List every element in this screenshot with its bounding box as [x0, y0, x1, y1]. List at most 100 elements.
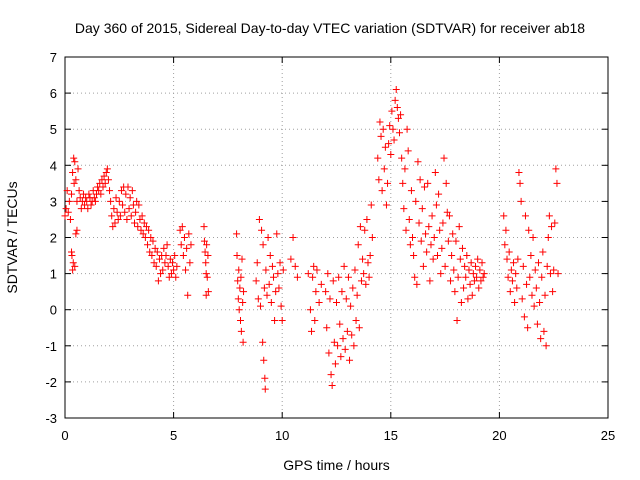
data-point [376, 118, 384, 126]
data-point [119, 201, 127, 209]
data-point [171, 252, 179, 260]
data-point [333, 298, 340, 306]
data-point [124, 183, 132, 191]
data-point [270, 273, 278, 281]
data-point [520, 313, 528, 321]
data-point [463, 252, 471, 260]
data-point [429, 255, 437, 263]
x-tick-label: 25 [601, 428, 615, 443]
data-point [445, 212, 453, 220]
data-point [524, 324, 532, 332]
data-point [179, 252, 187, 260]
data-point [442, 179, 450, 187]
data-point [443, 208, 451, 216]
data-point [312, 288, 320, 296]
data-point [235, 306, 243, 314]
data-point [69, 266, 77, 274]
data-point [148, 252, 156, 260]
y-tick-label: 4 [50, 158, 57, 173]
data-point [414, 158, 422, 166]
data-point [512, 270, 520, 278]
data-point [384, 179, 392, 187]
y-tick-label: -2 [45, 375, 57, 390]
data-point [95, 187, 103, 195]
data-point [259, 241, 267, 249]
data-point [398, 154, 406, 162]
data-point [256, 302, 264, 310]
data-point [387, 150, 395, 158]
data-point [400, 205, 408, 213]
data-point [113, 208, 121, 216]
data-point [121, 208, 129, 216]
data-point [135, 201, 143, 209]
data-point [542, 342, 550, 350]
data-point [395, 129, 403, 137]
data-point [309, 273, 317, 281]
data-point [111, 219, 119, 227]
y-tick-label: 6 [50, 86, 57, 101]
data-point [454, 273, 462, 281]
data-point [530, 302, 538, 310]
data-point [165, 273, 173, 281]
data-point [528, 291, 536, 299]
data-point [507, 266, 515, 274]
data-point [277, 302, 285, 310]
data-point [393, 104, 401, 112]
data-point [453, 317, 461, 325]
data-point [539, 248, 547, 256]
data-point [77, 205, 85, 213]
data-point [236, 317, 244, 325]
data-point [380, 165, 388, 173]
data-point [405, 215, 413, 223]
data-point [457, 298, 465, 306]
data-point [336, 320, 344, 328]
data-point [351, 266, 359, 274]
data-point [444, 237, 452, 245]
data-point [146, 248, 154, 256]
chart-title: Day 360 of 2015, Sidereal Day-to-day VTE… [75, 20, 585, 36]
data-point [275, 284, 283, 292]
data-point [477, 277, 485, 285]
data-point [452, 237, 460, 245]
x-tick-label: 20 [492, 428, 506, 443]
data-point [328, 382, 336, 390]
data-point [317, 280, 325, 288]
data-point [350, 342, 358, 350]
data-point [81, 201, 89, 209]
data-point [178, 223, 186, 231]
data-point [478, 259, 486, 267]
data-point [500, 212, 508, 220]
data-point [103, 165, 111, 173]
data-point [266, 252, 274, 260]
data-point [501, 241, 509, 249]
data-point [407, 187, 415, 195]
data-point [144, 241, 152, 249]
data-point [365, 273, 373, 281]
data-point [306, 306, 314, 314]
data-point [184, 291, 192, 299]
data-point [399, 179, 407, 187]
data-point [109, 223, 117, 231]
data-point [267, 298, 275, 306]
data-point [546, 270, 554, 278]
y-axis-label: SDTVAR / TECUs [4, 181, 20, 293]
data-point [134, 223, 142, 231]
data-point [455, 223, 463, 231]
data-point [234, 277, 242, 285]
data-point [310, 262, 318, 270]
data-point [464, 295, 472, 303]
data-point [437, 270, 445, 278]
data-point [511, 298, 519, 306]
data-point [450, 266, 458, 274]
data-point [388, 107, 396, 115]
data-point [544, 234, 552, 241]
data-point [340, 262, 348, 270]
data-point [549, 288, 557, 296]
data-point [138, 212, 146, 220]
data-point [503, 255, 511, 263]
data-point [152, 262, 160, 270]
data-point [335, 273, 343, 281]
data-point [235, 266, 243, 274]
data-point [462, 273, 470, 281]
data-point [541, 291, 549, 299]
